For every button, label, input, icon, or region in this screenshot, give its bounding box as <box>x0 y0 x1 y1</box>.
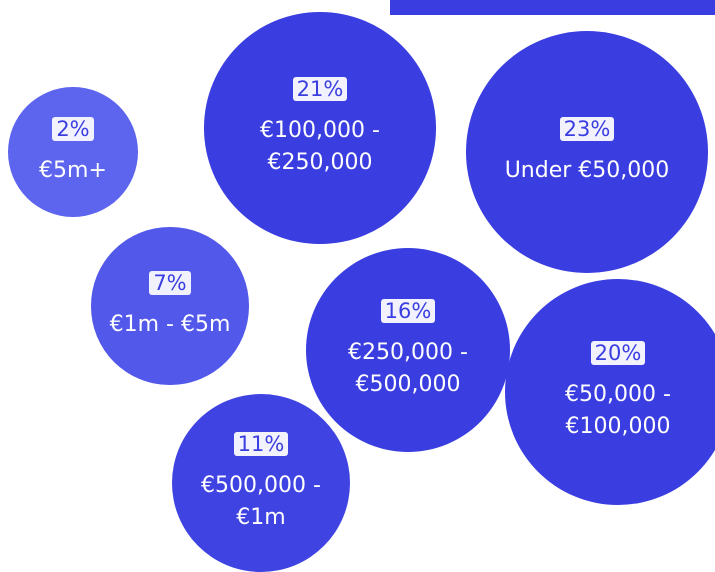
bubble: 11% €500,000 - €1m <box>171 393 351 572</box>
category-label: €500,000 - €1m <box>201 472 321 530</box>
category-label: Under €50,000 <box>504 157 670 183</box>
value-label: 11% <box>233 431 289 456</box>
bubble: 23% Under €50,000 <box>466 31 708 273</box>
value-label: 2% <box>52 116 94 141</box>
category-label: €100,000 - €250,000 <box>260 117 380 175</box>
banner <box>390 0 715 15</box>
bubble: 7% €1m - €5m <box>91 227 249 385</box>
value-label: 23% <box>559 116 615 141</box>
bubble: 20% €50,000 - €100,000 <box>505 279 715 505</box>
value-label: 16% <box>380 298 436 323</box>
category-label: €250,000 - €500,000 <box>348 339 468 397</box>
value-label: 21% <box>292 76 348 101</box>
bubble: 2% €5m+ <box>7 86 139 218</box>
category-label: €5m+ <box>39 157 107 183</box>
value-label: 7% <box>149 270 191 295</box>
bubble: 16% €250,000 - €500,000 <box>305 247 511 453</box>
value-label: 20% <box>590 341 646 365</box>
bubble: 21% €100,000 - €250,000 <box>204 12 436 244</box>
category-label: €50,000 - €100,000 <box>565 382 671 439</box>
category-label: €1m - €5m <box>109 311 231 337</box>
